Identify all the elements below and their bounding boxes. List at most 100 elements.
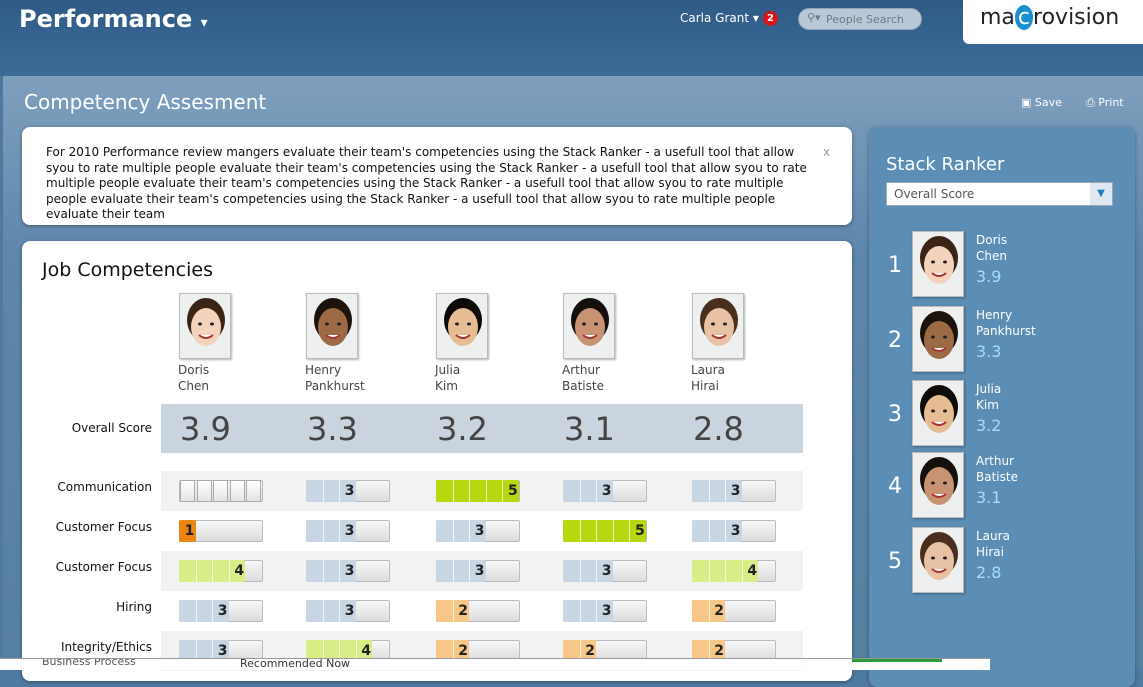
person-first-name: Julia — [435, 363, 461, 377]
score-number: 2 — [458, 603, 468, 619]
score-bar[interactable]: 2 — [436, 600, 520, 622]
score-bar[interactable]: 1 — [179, 520, 263, 542]
person-last-name: Pankhurst — [305, 379, 365, 393]
rank-number: 1 — [888, 253, 902, 278]
page-title: Competency Assesment — [24, 90, 267, 114]
action-label[interactable]: Print — [1098, 96, 1124, 109]
footer-item[interactable]: Business Process — [42, 658, 136, 668]
segment-divider — [452, 640, 454, 662]
score-bar[interactable]: 3 — [306, 560, 390, 582]
segment-divider — [596, 600, 598, 622]
segment-divider — [322, 520, 324, 542]
photo — [179, 293, 231, 359]
score-bar[interactable]: 3 — [563, 560, 647, 582]
empty-segment — [196, 480, 212, 502]
rank-number: 3 — [888, 402, 902, 427]
score-bar[interactable]: 3 — [436, 520, 520, 542]
segment-divider — [322, 640, 324, 662]
score-bar[interactable]: 4 — [306, 640, 390, 662]
score-bar[interactable]: 3 — [563, 600, 647, 622]
segment-divider — [212, 600, 214, 622]
segment-divider — [596, 520, 598, 542]
segment-divider — [322, 480, 324, 502]
ranker-last-name: Hirai — [976, 545, 1004, 559]
search-placeholder[interactable]: People Search — [826, 13, 904, 26]
score-number: 3 — [730, 483, 741, 499]
score-number: 3 — [601, 483, 612, 499]
score-fill — [436, 560, 486, 582]
save-button[interactable]: ▣ Save — [1021, 96, 1062, 109]
score-bar[interactable] — [179, 480, 263, 502]
rank-number: 2 — [888, 328, 902, 353]
logo: ma c rovision — [963, 0, 1143, 44]
score-bar[interactable]: 3 — [179, 640, 263, 662]
score-bar[interactable]: 3 — [563, 480, 647, 502]
score-number: 4 — [747, 563, 758, 579]
score-bar[interactable]: 3 — [179, 600, 263, 622]
score-bar[interactable]: 4 — [692, 560, 776, 582]
score-bar[interactable]: 5 — [563, 520, 647, 542]
score-bar[interactable]: 3 — [306, 520, 390, 542]
top-bar: Performance ▾ Carla Grant ▾ 2 ⚲▾ People … — [0, 0, 1143, 76]
ranker-last-name: Kim — [976, 398, 999, 412]
segment-divider — [469, 480, 471, 502]
panel-title: Job Competencies — [42, 259, 213, 281]
logo-text: rovision — [1033, 5, 1120, 30]
score-number: 3 — [344, 523, 355, 539]
photo — [436, 293, 488, 359]
row-label: Customer Focus — [55, 560, 152, 574]
ranker-title: Stack Ranker — [886, 154, 1005, 175]
sort-value[interactable]: Overall Score — [894, 187, 975, 201]
segment-divider — [212, 640, 214, 662]
app-menu[interactable]: Performance ▾ — [19, 5, 208, 33]
segment-divider — [452, 480, 454, 502]
close-button[interactable]: x — [823, 145, 831, 159]
logo-text: ma — [980, 5, 1015, 30]
photo — [912, 527, 964, 593]
score-number: 3 — [730, 523, 741, 539]
user-name[interactable]: Carla Grant — [680, 11, 750, 25]
footer-item[interactable]: Recommended Now — [240, 658, 351, 670]
score-bar[interactable]: 2 — [692, 640, 776, 662]
score-bar[interactable]: 2 — [692, 600, 776, 622]
notification-badge[interactable]: 2 — [763, 11, 778, 26]
score-bar[interactable]: 3 — [306, 600, 390, 622]
person-last-name: Chen — [178, 379, 209, 393]
score-fill — [692, 520, 742, 542]
score-fill — [563, 520, 646, 542]
score-bar[interactable]: 3 — [692, 480, 776, 502]
empty-segment — [213, 480, 229, 502]
portrait — [693, 294, 743, 358]
competency-panel: Job Competencies Overall Score Doris Chen… — [22, 241, 852, 681]
score-bar[interactable]: 2 — [436, 640, 520, 662]
score-bar[interactable]: 4 — [179, 560, 263, 582]
ranker-first-name: Julia — [976, 382, 1002, 396]
segment-divider — [708, 640, 710, 662]
search-box[interactable]: ⚲▾ People Search — [798, 8, 922, 30]
score-fill — [436, 520, 486, 542]
segment-divider — [741, 560, 743, 582]
segment-divider — [469, 520, 471, 542]
segment-divider — [708, 560, 710, 582]
score-bar[interactable]: 3 — [306, 480, 390, 502]
segment-divider — [485, 480, 487, 502]
user-menu[interactable]: Carla Grant ▾ — [680, 11, 759, 25]
ranker-score: 3.3 — [976, 342, 1002, 361]
score-bar[interactable]: 3 — [692, 520, 776, 542]
score-bar[interactable]: 3 — [436, 560, 520, 582]
photo — [912, 231, 964, 297]
person-first-name: Laura — [691, 363, 725, 377]
action-label[interactable]: Save — [1034, 96, 1062, 109]
person-first-name: Henry — [305, 363, 342, 377]
score-bar[interactable]: 2 — [563, 640, 647, 662]
print-button[interactable]: ⎙ Print — [1086, 96, 1124, 109]
overall-score: 2.8 — [693, 410, 744, 448]
sort-dropdown[interactable]: Overall Score ▼ — [886, 182, 1113, 206]
photo — [563, 293, 615, 359]
score-number: 4 — [234, 563, 245, 579]
segment-divider — [228, 560, 230, 582]
score-bar[interactable]: 5 — [436, 480, 520, 502]
score-number: 3 — [474, 563, 485, 579]
app-name[interactable]: Performance — [19, 5, 193, 33]
